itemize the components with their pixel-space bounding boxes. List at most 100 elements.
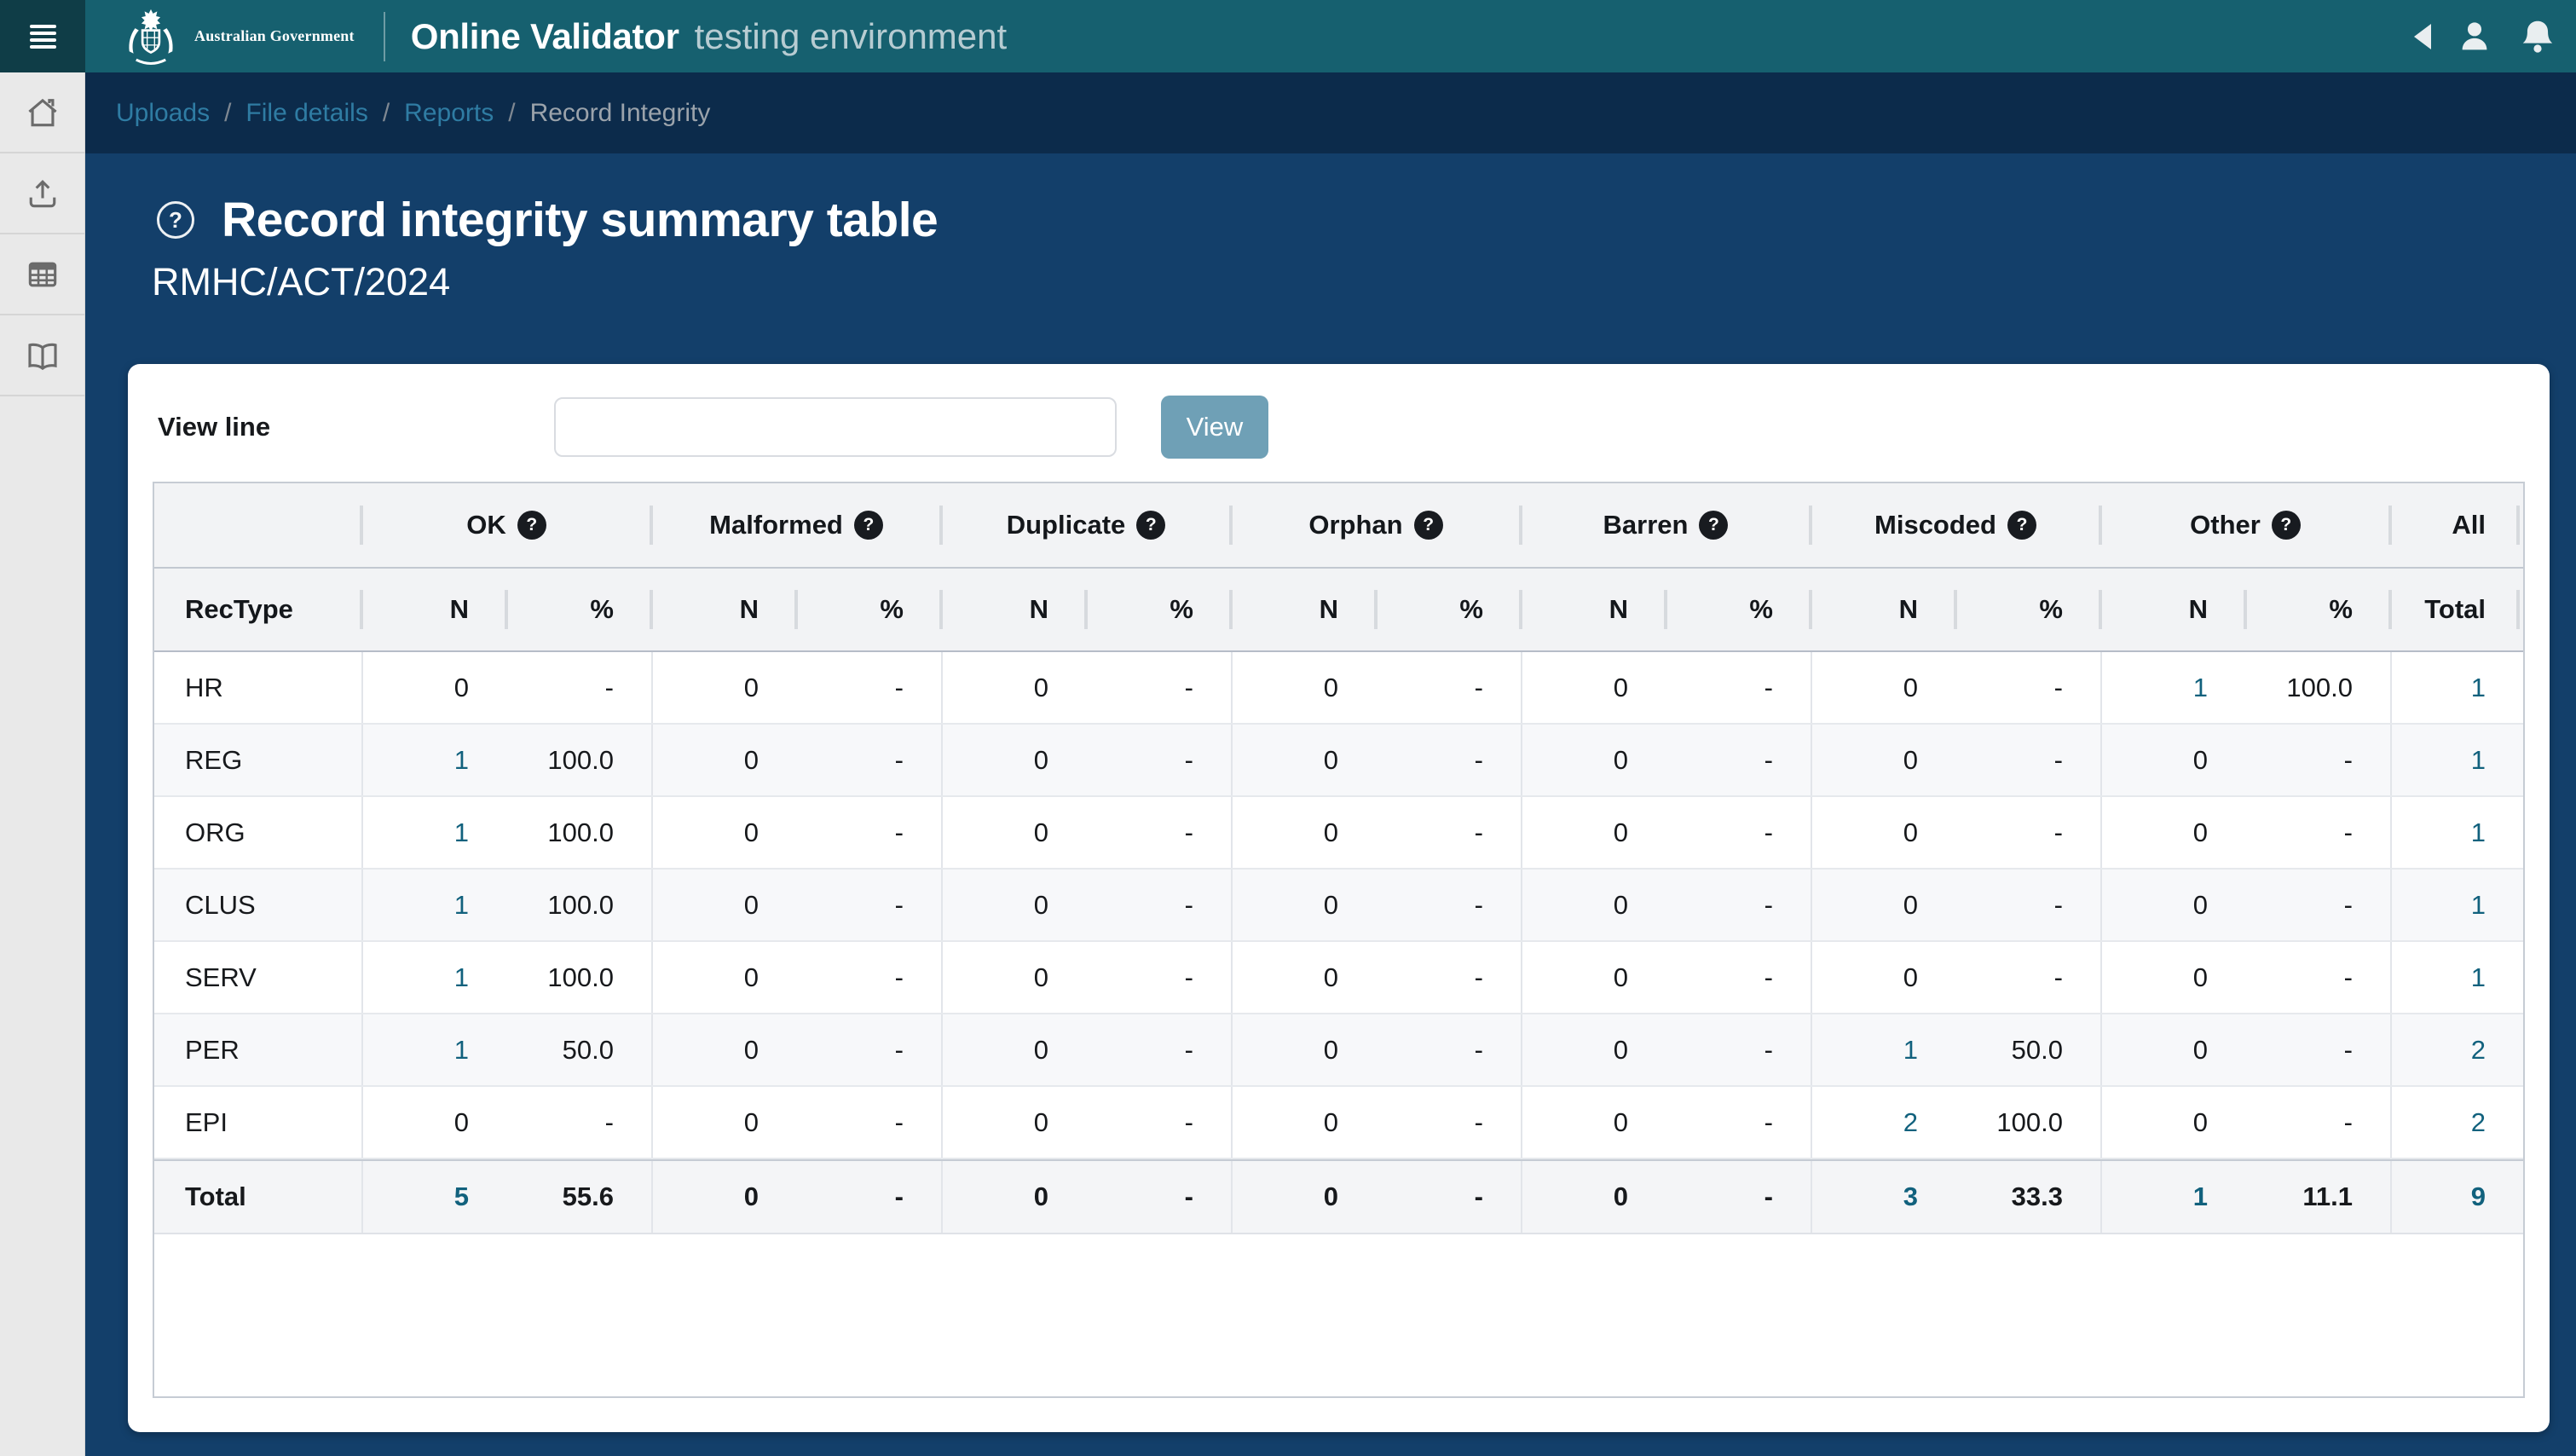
count-link[interactable]: 1 xyxy=(1903,1034,1918,1065)
total-link[interactable]: 1 xyxy=(2470,744,2486,775)
column-help-icon[interactable]: ? xyxy=(2007,511,2036,540)
n-cell: 1 xyxy=(361,942,506,1013)
n-header-cell: N xyxy=(1231,569,1376,650)
total-link[interactable]: 1 xyxy=(2470,817,2486,847)
pct-cell: - xyxy=(2053,744,2063,775)
count-link[interactable]: 3 xyxy=(1903,1182,1918,1211)
table-row: ORG 1 100.0 0 - 0 - 0 - 0 - 0 - 0 - 1 xyxy=(154,797,2523,870)
pct-cell: - xyxy=(2053,817,2063,847)
n-cell: 0 xyxy=(1231,942,1376,1013)
pct-cell: - xyxy=(1474,817,1483,847)
n-cell: 1 xyxy=(361,725,506,795)
pct-cell: - xyxy=(1184,672,1193,702)
sidebar-item-docs[interactable] xyxy=(0,315,85,396)
sidebar-item-uploads[interactable] xyxy=(0,153,85,234)
pct-cell: 100.0 xyxy=(547,817,614,847)
pct-cell: - xyxy=(1764,672,1773,702)
n-cell: 0 xyxy=(1231,1087,1376,1158)
total-link[interactable]: 2 xyxy=(2470,1106,2486,1137)
n-cell: 0 xyxy=(651,725,796,795)
total-header-cell: Total xyxy=(2390,569,2523,650)
column-group-header: Duplicate? xyxy=(941,483,1231,567)
user-icon[interactable] xyxy=(2455,17,2494,56)
hamburger-menu-icon xyxy=(29,24,56,49)
pct-cell: - xyxy=(2343,744,2353,775)
count-link[interactable]: 1 xyxy=(453,744,469,775)
n-cell: 0 xyxy=(941,942,1086,1013)
column-group-label: All xyxy=(2452,510,2486,540)
table-row: PER 1 50.0 0 - 0 - 0 - 0 - 1 50.0 0 - 2 xyxy=(154,1014,2523,1087)
rectype-cell: REG xyxy=(185,744,243,775)
column-group-header: Barren? xyxy=(1521,483,1811,567)
total-cell: 2 xyxy=(2390,1014,2523,1085)
breadcrumb-item[interactable]: Reports xyxy=(404,98,494,127)
collapse-left-icon[interactable] xyxy=(2414,23,2431,49)
pct-cell: 100.0 xyxy=(547,889,614,920)
n-cell: 0 xyxy=(941,797,1086,868)
total-link[interactable]: 9 xyxy=(2470,1182,2486,1211)
n-cell: 0 xyxy=(1811,652,1955,723)
n-header-cell: N xyxy=(941,569,1086,650)
column-group-label: Miscoded xyxy=(1874,510,1996,540)
pct-cell: - xyxy=(1764,889,1773,920)
total-link[interactable]: 1 xyxy=(2470,889,2486,920)
bell-icon[interactable] xyxy=(2518,17,2557,56)
count-link[interactable]: 2 xyxy=(1903,1106,1918,1137)
n-cell: 0 xyxy=(1521,797,1666,868)
top-icons xyxy=(2414,17,2576,56)
sidebar-item-home[interactable] xyxy=(0,72,85,153)
n-cell: 1 xyxy=(361,797,506,868)
total-link[interactable]: 2 xyxy=(2470,1034,2486,1065)
pct-cell: - xyxy=(1474,1034,1483,1065)
pct-cell: - xyxy=(2343,962,2353,992)
sidebar-item-reports[interactable] xyxy=(0,234,85,315)
n-cell: 0 xyxy=(651,1161,796,1233)
count-link[interactable]: 1 xyxy=(2192,672,2208,702)
column-help-icon[interactable]: ? xyxy=(1136,511,1166,540)
view-button[interactable]: View xyxy=(1161,396,1268,459)
pct-cell: - xyxy=(894,962,904,992)
pct-cell: - xyxy=(1764,1106,1773,1137)
column-help-icon[interactable]: ? xyxy=(517,511,546,540)
gov-logo: Australian Government xyxy=(119,5,355,68)
total-link[interactable]: 1 xyxy=(2470,962,2486,992)
column-help-icon[interactable]: ? xyxy=(1699,511,1729,540)
n-cell: 0 xyxy=(1811,870,1955,940)
pct-cell: - xyxy=(894,1182,904,1211)
column-help-icon[interactable]: ? xyxy=(853,511,883,540)
breadcrumb-item[interactable]: Uploads xyxy=(116,98,211,127)
main-area: Uploads / File details / Reports / Record Inte… xyxy=(85,72,2576,1456)
total-cell: 1 xyxy=(2390,797,2523,868)
title-help-icon[interactable]: ? xyxy=(157,201,194,239)
menu-button[interactable] xyxy=(0,0,85,72)
count-link[interactable]: 1 xyxy=(453,889,469,920)
column-group-header: OK? xyxy=(361,483,651,567)
n-cell: 0 xyxy=(2100,725,2245,795)
pct-cell: - xyxy=(604,1106,614,1137)
breadcrumb-separator: / xyxy=(382,98,390,127)
pct-cell: 100.0 xyxy=(547,962,614,992)
top-bar: Australian Government Online Validator t… xyxy=(0,0,2576,72)
total-link[interactable]: 1 xyxy=(2470,672,2486,702)
total-cell: 1 xyxy=(2390,870,2523,940)
count-link[interactable]: 1 xyxy=(453,1034,469,1065)
rectype-cell: CLUS xyxy=(185,889,256,920)
pct-cell: - xyxy=(1184,817,1193,847)
n-cell: 0 xyxy=(941,1161,1086,1233)
view-line-row: View line View xyxy=(153,396,2525,459)
n-cell: 0 xyxy=(2100,1014,2245,1085)
column-group-label: Other xyxy=(2190,510,2261,540)
pct-cell: - xyxy=(2053,672,2063,702)
column-help-icon[interactable]: ? xyxy=(1413,511,1443,540)
column-group-header: All xyxy=(2390,483,2523,567)
table-row: SERV 1 100.0 0 - 0 - 0 - 0 - 0 - 0 - 1 xyxy=(154,942,2523,1014)
count-link[interactable]: 1 xyxy=(453,962,469,992)
count-link[interactable]: 5 xyxy=(453,1182,469,1211)
count-link[interactable]: 1 xyxy=(453,817,469,847)
breadcrumb-item[interactable]: File details xyxy=(245,98,368,127)
view-line-input[interactable] xyxy=(554,397,1117,457)
column-help-icon[interactable]: ? xyxy=(2271,511,2301,540)
table-icon xyxy=(28,262,57,286)
pct-cell: - xyxy=(604,672,614,702)
count-link[interactable]: 1 xyxy=(2192,1182,2208,1211)
